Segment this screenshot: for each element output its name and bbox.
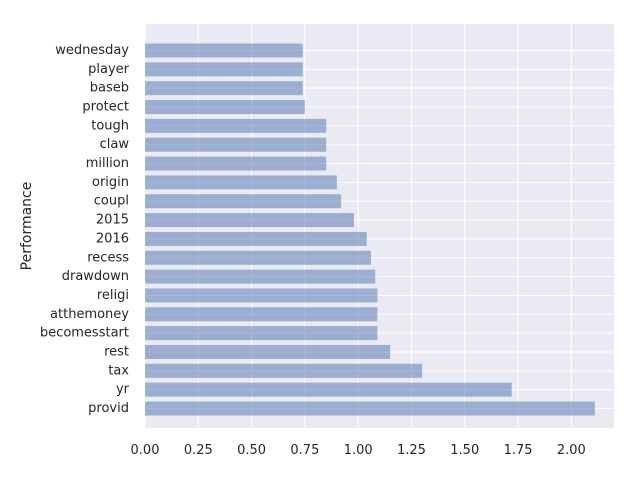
y-tick-label: tough	[91, 118, 129, 133]
y-tick-label: million	[86, 156, 129, 171]
bar-wednesday	[145, 43, 303, 58]
bar-protect	[145, 100, 305, 115]
bar-tough	[145, 118, 327, 133]
x-tick-label: 2.00	[557, 443, 586, 458]
bar-recess	[145, 250, 371, 265]
bar-baseb	[145, 81, 303, 96]
x-tick-label: 0.00	[131, 443, 160, 458]
bars	[145, 43, 595, 416]
y-tick-label: 2015	[96, 213, 129, 228]
y-tick-label: protect	[82, 100, 129, 115]
bar-provid	[145, 401, 595, 416]
bar-becomesstart	[145, 326, 378, 341]
y-tick-label: player	[88, 62, 130, 77]
y-tick-label: rest	[104, 344, 129, 359]
bar-million	[145, 156, 327, 171]
bar-coupl	[145, 194, 342, 209]
bar-2016	[145, 231, 367, 246]
y-axis-label: Performance	[19, 182, 35, 271]
y-tick-label: drawdown	[62, 269, 129, 284]
bar-player	[145, 62, 303, 77]
bar-yr	[145, 382, 512, 397]
y-tick-label: recess	[87, 250, 129, 265]
y-tick-label: yr	[116, 382, 130, 397]
x-tick-label: 1.25	[397, 443, 426, 458]
bar-drawdown	[145, 269, 376, 284]
bar-rest	[145, 344, 391, 359]
bar-tax	[145, 363, 423, 378]
y-tick-label: becomesstart	[40, 326, 129, 341]
y-tick-label: origin	[92, 175, 129, 190]
y-tick-label: provid	[88, 401, 129, 416]
y-tick-label: claw	[100, 137, 130, 152]
y-tick-label: tax	[108, 363, 129, 378]
x-tick-label: 1.75	[504, 443, 533, 458]
x-tick-label: 0.75	[290, 443, 319, 458]
y-tick-label: wednesday	[55, 43, 129, 58]
x-tick-label: 0.25	[184, 443, 213, 458]
y-tick-label: baseb	[90, 81, 129, 96]
y-tick-label: coupl	[94, 194, 129, 209]
bar-origin	[145, 175, 337, 190]
x-tick-label: 1.50	[450, 443, 479, 458]
bar-2015	[145, 213, 354, 228]
y-tick-label: 2016	[96, 231, 129, 246]
bar-religi	[145, 288, 378, 303]
x-tick-label: 0.50	[237, 443, 266, 458]
bar-atthemoney	[145, 307, 378, 322]
y-tick-label: religi	[97, 288, 129, 303]
y-tick-label: atthemoney	[50, 307, 129, 322]
y-tick-labels: provid yr tax rest becomesstart atthemoney rel…	[40, 43, 130, 416]
x-tick-label: 1.00	[344, 443, 373, 458]
bar-claw	[145, 137, 327, 152]
x-tick-labels: 0.00 0.25 0.50 0.75 1.00 1.25 1.50 1.75 2.00	[131, 443, 586, 458]
